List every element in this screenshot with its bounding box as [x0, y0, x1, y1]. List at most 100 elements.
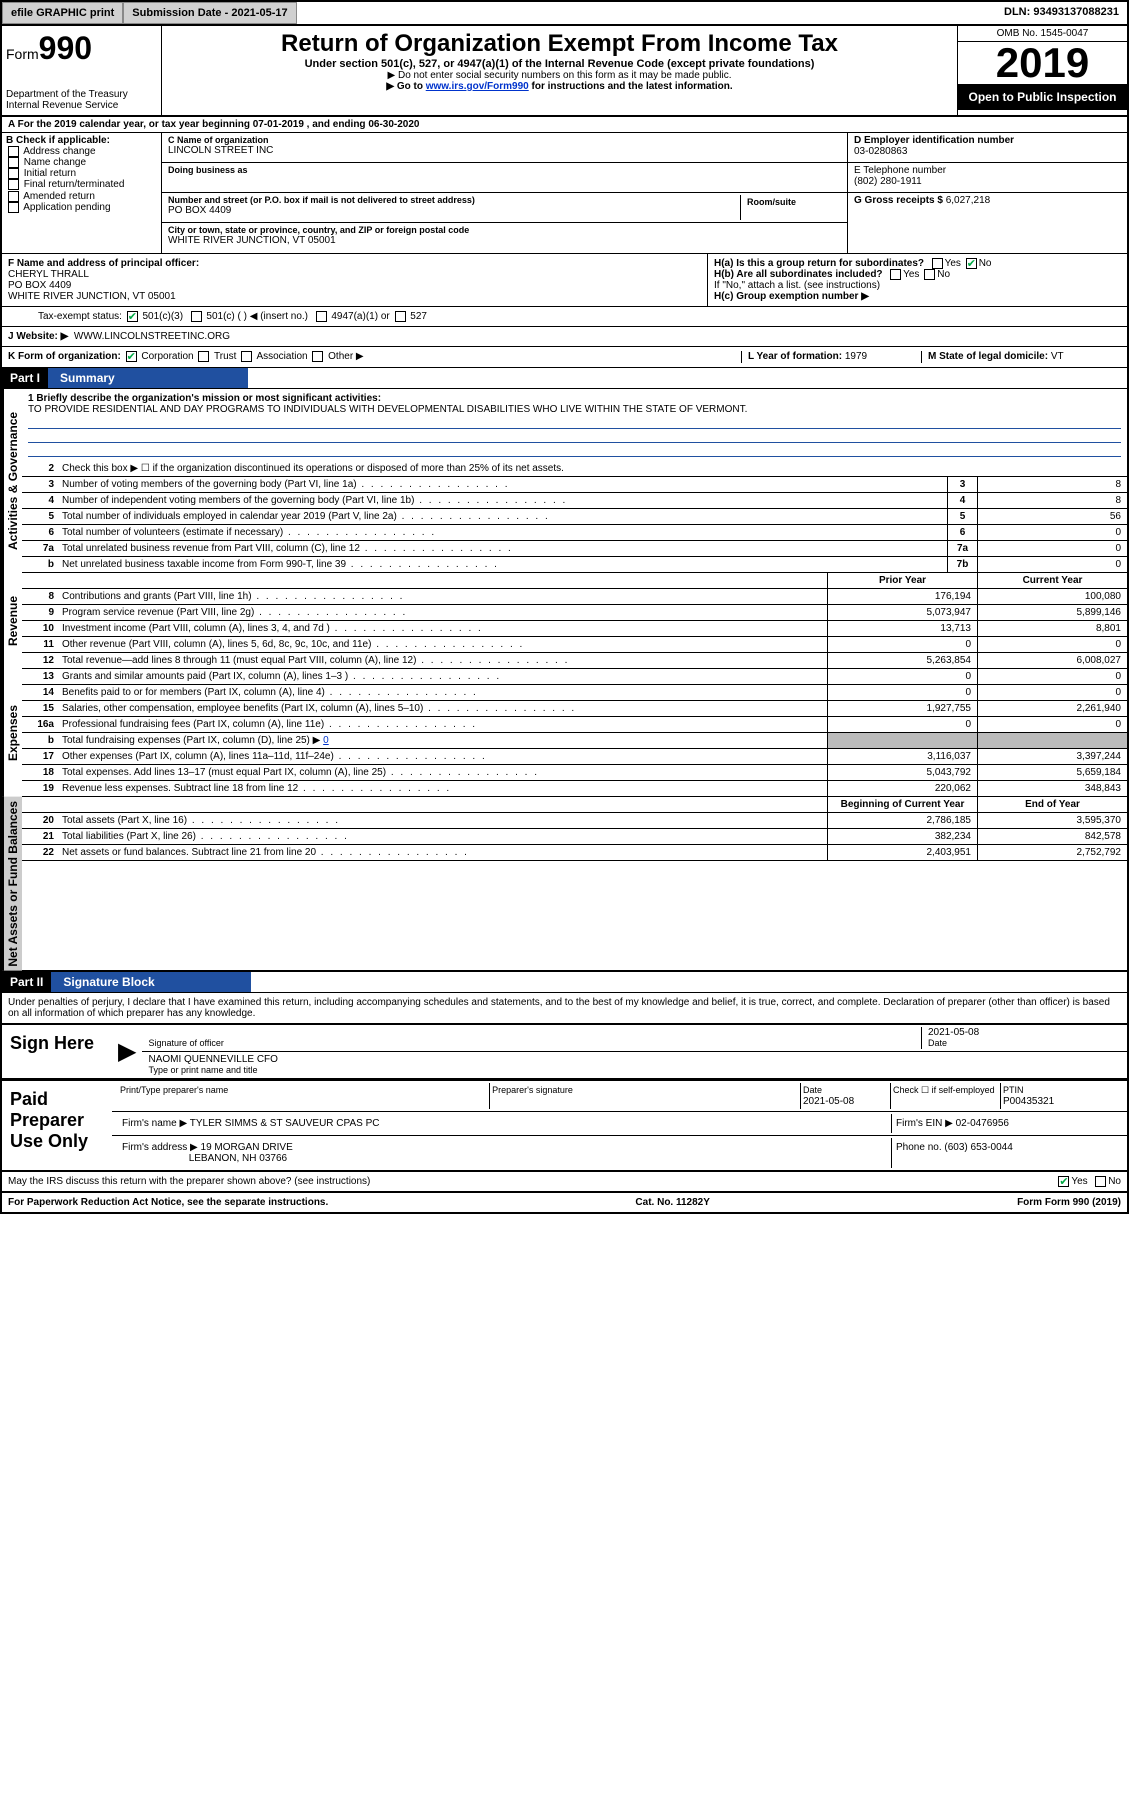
efile-print-button[interactable]: efile GRAPHIC print	[2, 2, 123, 24]
phone-label: E Telephone number	[854, 165, 946, 176]
paid-row1: Print/Type preparer's name Preparer's si…	[112, 1081, 1127, 1112]
box-k: K Form of organization: Corporation Trus…	[8, 351, 741, 362]
vtab-expenses: Expenses	[2, 669, 22, 797]
line-12: 12 Total revenue—add lines 8 through 11 …	[22, 653, 1127, 669]
box-f: F Name and address of principal officer:…	[2, 254, 707, 306]
check-final[interactable]	[8, 179, 19, 190]
note2-pre: ▶ Go to	[386, 81, 425, 92]
summary-expenses: Expenses 13 Grants and similar amounts p…	[2, 669, 1127, 797]
hb-no-check[interactable]	[924, 269, 935, 280]
row-website: J Website: ▶ WWW.LINCOLNSTREETINC.ORG	[2, 327, 1127, 347]
check-pending[interactable]	[8, 202, 19, 213]
note-ssn: ▶ Do not enter social security numbers o…	[166, 70, 953, 81]
mission-label: 1 Briefly describe the organization's mi…	[28, 393, 381, 404]
firm-phone-label: Phone no.	[896, 1142, 942, 1153]
ein-value: 03-0280863	[854, 146, 907, 157]
16b-desc: Total fundraising expenses (Part IX, col…	[58, 733, 827, 748]
k-trust-check[interactable]	[198, 351, 209, 362]
dln-value: 93493137088231	[1033, 6, 1119, 18]
line-11: 11 Other revenue (Part VIII, column (A),…	[22, 637, 1127, 653]
sign-body: Signature of officer 2021-05-08 Date NAO…	[142, 1025, 1127, 1078]
k-other: Other ▶	[328, 352, 363, 363]
room-label: Room/suite	[747, 197, 835, 207]
line-10: 10 Investment income (Part VIII, column …	[22, 621, 1127, 637]
te-501c3: 501(c)(3)	[142, 311, 183, 322]
vtab-revenue: Revenue	[2, 573, 22, 669]
opt-pending: Application pending	[23, 202, 110, 213]
firm-name: TYLER SIMMS & ST SAUVEUR CPAS PC	[190, 1118, 380, 1129]
line-14: 14 Benefits paid to or for members (Part…	[22, 685, 1127, 701]
paid-label: Paid Preparer Use Only	[2, 1081, 112, 1170]
row-orgname: C Name of organization LINCOLN STREET IN…	[162, 133, 847, 163]
line-21: 21 Total liabilities (Part X, line 26) 3…	[22, 829, 1127, 845]
hb-yes-check[interactable]	[890, 269, 901, 280]
row-dba: Doing business as	[162, 163, 847, 193]
tax-year: 2019	[958, 42, 1127, 84]
line-16a: 16a Professional fundraising fees (Part …	[22, 717, 1127, 733]
line-15: 15 Salaries, other compensation, employe…	[22, 701, 1127, 717]
line-20: 20 Total assets (Part X, line 16) 2,786,…	[22, 813, 1127, 829]
te-501c3-check[interactable]	[127, 311, 138, 322]
firm-name-label: Firm's name ▶	[122, 1118, 187, 1129]
row-klm: K Form of organization: Corporation Trus…	[2, 347, 1127, 367]
k-other-check[interactable]	[312, 351, 323, 362]
prep-sig-label: Preparer's signature	[492, 1085, 573, 1095]
box-b-label: B Check if applicable:	[6, 135, 110, 146]
inspection-badge: Open to Public Inspection	[958, 84, 1127, 110]
submission-date-button[interactable]: Submission Date - 2021-05-17	[123, 2, 296, 24]
k-assoc: Association	[256, 352, 307, 363]
line-18: 18 Total expenses. Add lines 13–17 (must…	[22, 765, 1127, 781]
line-1-mission: 1 Briefly describe the organization's mi…	[22, 389, 1127, 461]
boxf-label: F Name and address of principal officer:	[8, 258, 199, 269]
16b-value[interactable]: 0	[323, 735, 329, 746]
opt-name: Name change	[24, 157, 86, 168]
vtab-netassets: Net Assets or Fund Balances	[2, 797, 22, 971]
te-501c-check[interactable]	[191, 311, 202, 322]
16b-text: Total fundraising expenses (Part IX, col…	[62, 735, 320, 746]
rev-colhdr: Prior Year Current Year	[22, 573, 1127, 589]
line-13: 13 Grants and similar amounts paid (Part…	[22, 669, 1127, 685]
check-name-change[interactable]	[8, 157, 19, 168]
line-7a: 7a Total unrelated business revenue from…	[22, 541, 1127, 557]
ha-yes-check[interactable]	[932, 258, 943, 269]
check-address-change[interactable]	[8, 146, 19, 157]
form-number: Form990	[6, 30, 157, 67]
na-colhdr: Beginning of Current Year End of Year	[22, 797, 1127, 813]
check-amended[interactable]	[8, 191, 19, 202]
te-527-check[interactable]	[395, 311, 406, 322]
opt-address: Address change	[23, 146, 95, 157]
box-m: M State of legal domicile: VT	[921, 351, 1121, 362]
top-bar: efile GRAPHIC print Submission Date - 20…	[2, 2, 1127, 26]
firm-phone: (603) 653-0044	[944, 1142, 1012, 1153]
rev-lines: Prior Year Current Year 8 Contributions …	[22, 573, 1127, 669]
irs-link[interactable]: www.irs.gov/Form990	[426, 81, 529, 92]
te-4947-check[interactable]	[316, 311, 327, 322]
na-lines: Beginning of Current Year End of Year 20…	[22, 797, 1127, 971]
discuss-yes: Yes	[1071, 1176, 1087, 1187]
header-left: Form990 Department of the Treasury Inter…	[2, 26, 162, 115]
ein-label: D Employer identification number	[854, 135, 1014, 146]
discuss-no-check[interactable]	[1095, 1176, 1106, 1187]
row-address: Number and street (or P.O. box if mail i…	[162, 193, 847, 223]
discuss-yes-check[interactable]	[1058, 1176, 1069, 1187]
sig-date: 2021-05-08	[928, 1027, 979, 1038]
line-a: A For the 2019 calendar year, or tax yea…	[2, 117, 1127, 133]
orgname-value: LINCOLN STREET INC	[168, 145, 841, 156]
col-c: C Name of organization LINCOLN STREET IN…	[162, 133, 847, 253]
m-value: VT	[1051, 351, 1064, 362]
check-initial[interactable]	[8, 168, 19, 179]
ha-no-check[interactable]	[966, 258, 977, 269]
k-corp-check[interactable]	[126, 351, 137, 362]
rule-1	[28, 415, 1121, 429]
te-4947: 4947(a)(1) or	[331, 311, 389, 322]
sig-label: Signature of officer	[148, 1038, 223, 1048]
ptin-value: P00435321	[1003, 1096, 1054, 1107]
addr-label: Number and street (or P.O. box if mail i…	[168, 195, 740, 205]
hc-label: H(c) Group exemption number ▶	[714, 291, 869, 302]
line-17: 17 Other expenses (Part IX, column (A), …	[22, 749, 1127, 765]
box-h: H(a) Is this a group return for subordin…	[707, 254, 1127, 306]
k-assoc-check[interactable]	[241, 351, 252, 362]
sign-here-label: Sign Here	[2, 1025, 112, 1078]
footer-left: For Paperwork Reduction Act Notice, see …	[8, 1197, 328, 1208]
paid-row3: Firm's address ▶ 19 MORGAN DRIVE LEBANON…	[112, 1136, 1127, 1170]
